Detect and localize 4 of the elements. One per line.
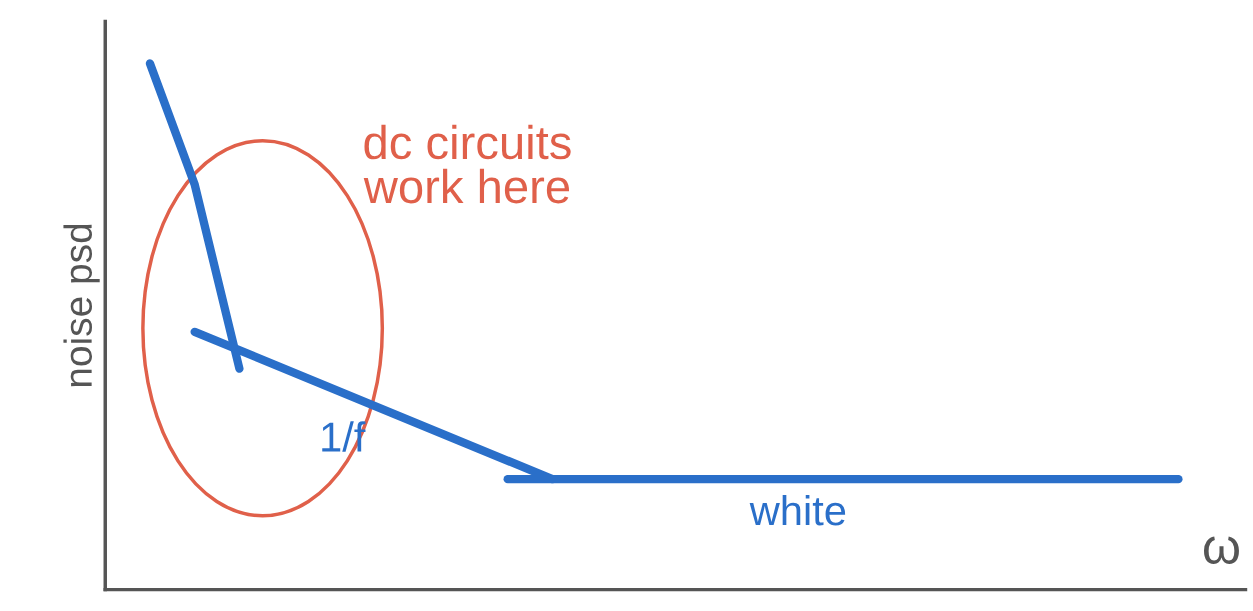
y-axis-title: noise psd <box>63 224 100 387</box>
annotation: dc circuits work here <box>363 124 571 204</box>
x-axis-title: ω <box>1203 536 1239 564</box>
series-label: white <box>749 494 846 526</box>
